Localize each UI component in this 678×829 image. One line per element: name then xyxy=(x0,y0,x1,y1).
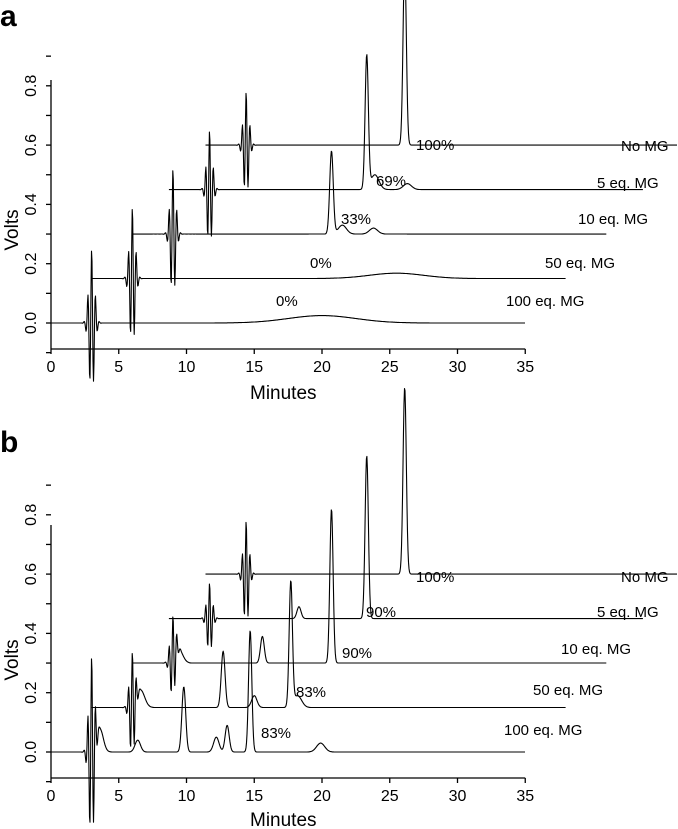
x-tick-label: 35 xyxy=(516,359,534,376)
trace-line xyxy=(205,0,678,188)
y-tick-label: 0.0 xyxy=(23,312,40,334)
percent-label: 100% xyxy=(416,137,454,154)
x-tick-label: 30 xyxy=(449,788,467,805)
trace-line xyxy=(91,580,566,747)
y-tick-label: 0.4 xyxy=(23,622,40,644)
trace-label: 50 eq. MG xyxy=(545,255,615,272)
panel-a: a Minutes Volts 0.0 0.2 0.4 0.6 0.8 0 5 10 15 20 2… xyxy=(0,0,678,404)
percent-label: 90% xyxy=(342,645,372,662)
y-tick-label: 0.6 xyxy=(23,134,40,156)
trace-line xyxy=(50,630,526,823)
percent-label: 69% xyxy=(376,173,406,190)
x-axis-title-b: Minutes xyxy=(250,810,317,829)
x-tick-label: 5 xyxy=(114,788,123,805)
x-tick-label: 30 xyxy=(449,359,467,376)
x-tick-label: 0 xyxy=(47,359,56,376)
percent-label: 90% xyxy=(366,604,396,621)
trace-line xyxy=(168,54,643,237)
x-tick-label: 20 xyxy=(313,788,331,805)
x-tick-label: 15 xyxy=(245,359,263,376)
trace-label: 10 eq. MG xyxy=(578,211,648,228)
percent-label: 83% xyxy=(296,684,326,701)
panel-b: b Minutes Volts 0.0 0.2 0.4 0.6 0.8 0 5 10 15 20 2… xyxy=(0,387,678,829)
trace-label: No MG xyxy=(621,569,669,586)
panel-label-a: a xyxy=(0,0,17,33)
y-tick-label: 0.0 xyxy=(23,741,40,763)
percent-label: 0% xyxy=(310,255,332,272)
y-tick-label: 0.6 xyxy=(23,563,40,585)
trace-label: 10 eq. MG xyxy=(561,641,631,658)
y-axis-title-a: Volts xyxy=(2,209,23,250)
trace-line xyxy=(132,509,607,692)
trace-label: 100 eq. MG xyxy=(506,293,584,310)
x-tick-label: 10 xyxy=(178,788,196,805)
x-tick-label: 25 xyxy=(381,359,399,376)
y-tick-label: 0.2 xyxy=(23,252,40,274)
trace-label: No MG xyxy=(621,138,669,155)
y-tick-label: 0.8 xyxy=(23,504,40,526)
y-tick-label: 0.2 xyxy=(23,681,40,703)
percent-label: 33% xyxy=(341,211,371,228)
y-tick-label: 0.4 xyxy=(23,193,40,215)
x-tick-label: 0 xyxy=(47,788,56,805)
trace-label: 100 eq. MG xyxy=(504,722,582,739)
trace-line xyxy=(205,387,678,617)
panel-label-b: b xyxy=(0,426,18,459)
x-tick-label: 35 xyxy=(516,788,534,805)
x-tick-label: 5 xyxy=(114,359,123,376)
x-tick-label: 10 xyxy=(178,359,196,376)
x-axis-title-a: Minutes xyxy=(250,383,317,404)
percent-label: 0% xyxy=(276,293,298,310)
y-axis-title-b: Volts xyxy=(2,639,23,680)
x-tick-label: 15 xyxy=(245,788,263,805)
percent-label: 83% xyxy=(261,725,291,742)
percent-label: 100% xyxy=(416,569,454,586)
trace-line xyxy=(168,455,643,648)
trace-label: 5 eq. MG xyxy=(597,604,659,621)
trace-label: 50 eq. MG xyxy=(533,682,603,699)
x-tick-label: 20 xyxy=(313,359,331,376)
x-tick-label: 25 xyxy=(381,788,399,805)
trace-label: 5 eq. MG xyxy=(597,175,659,192)
y-tick-label: 0.8 xyxy=(23,75,40,97)
